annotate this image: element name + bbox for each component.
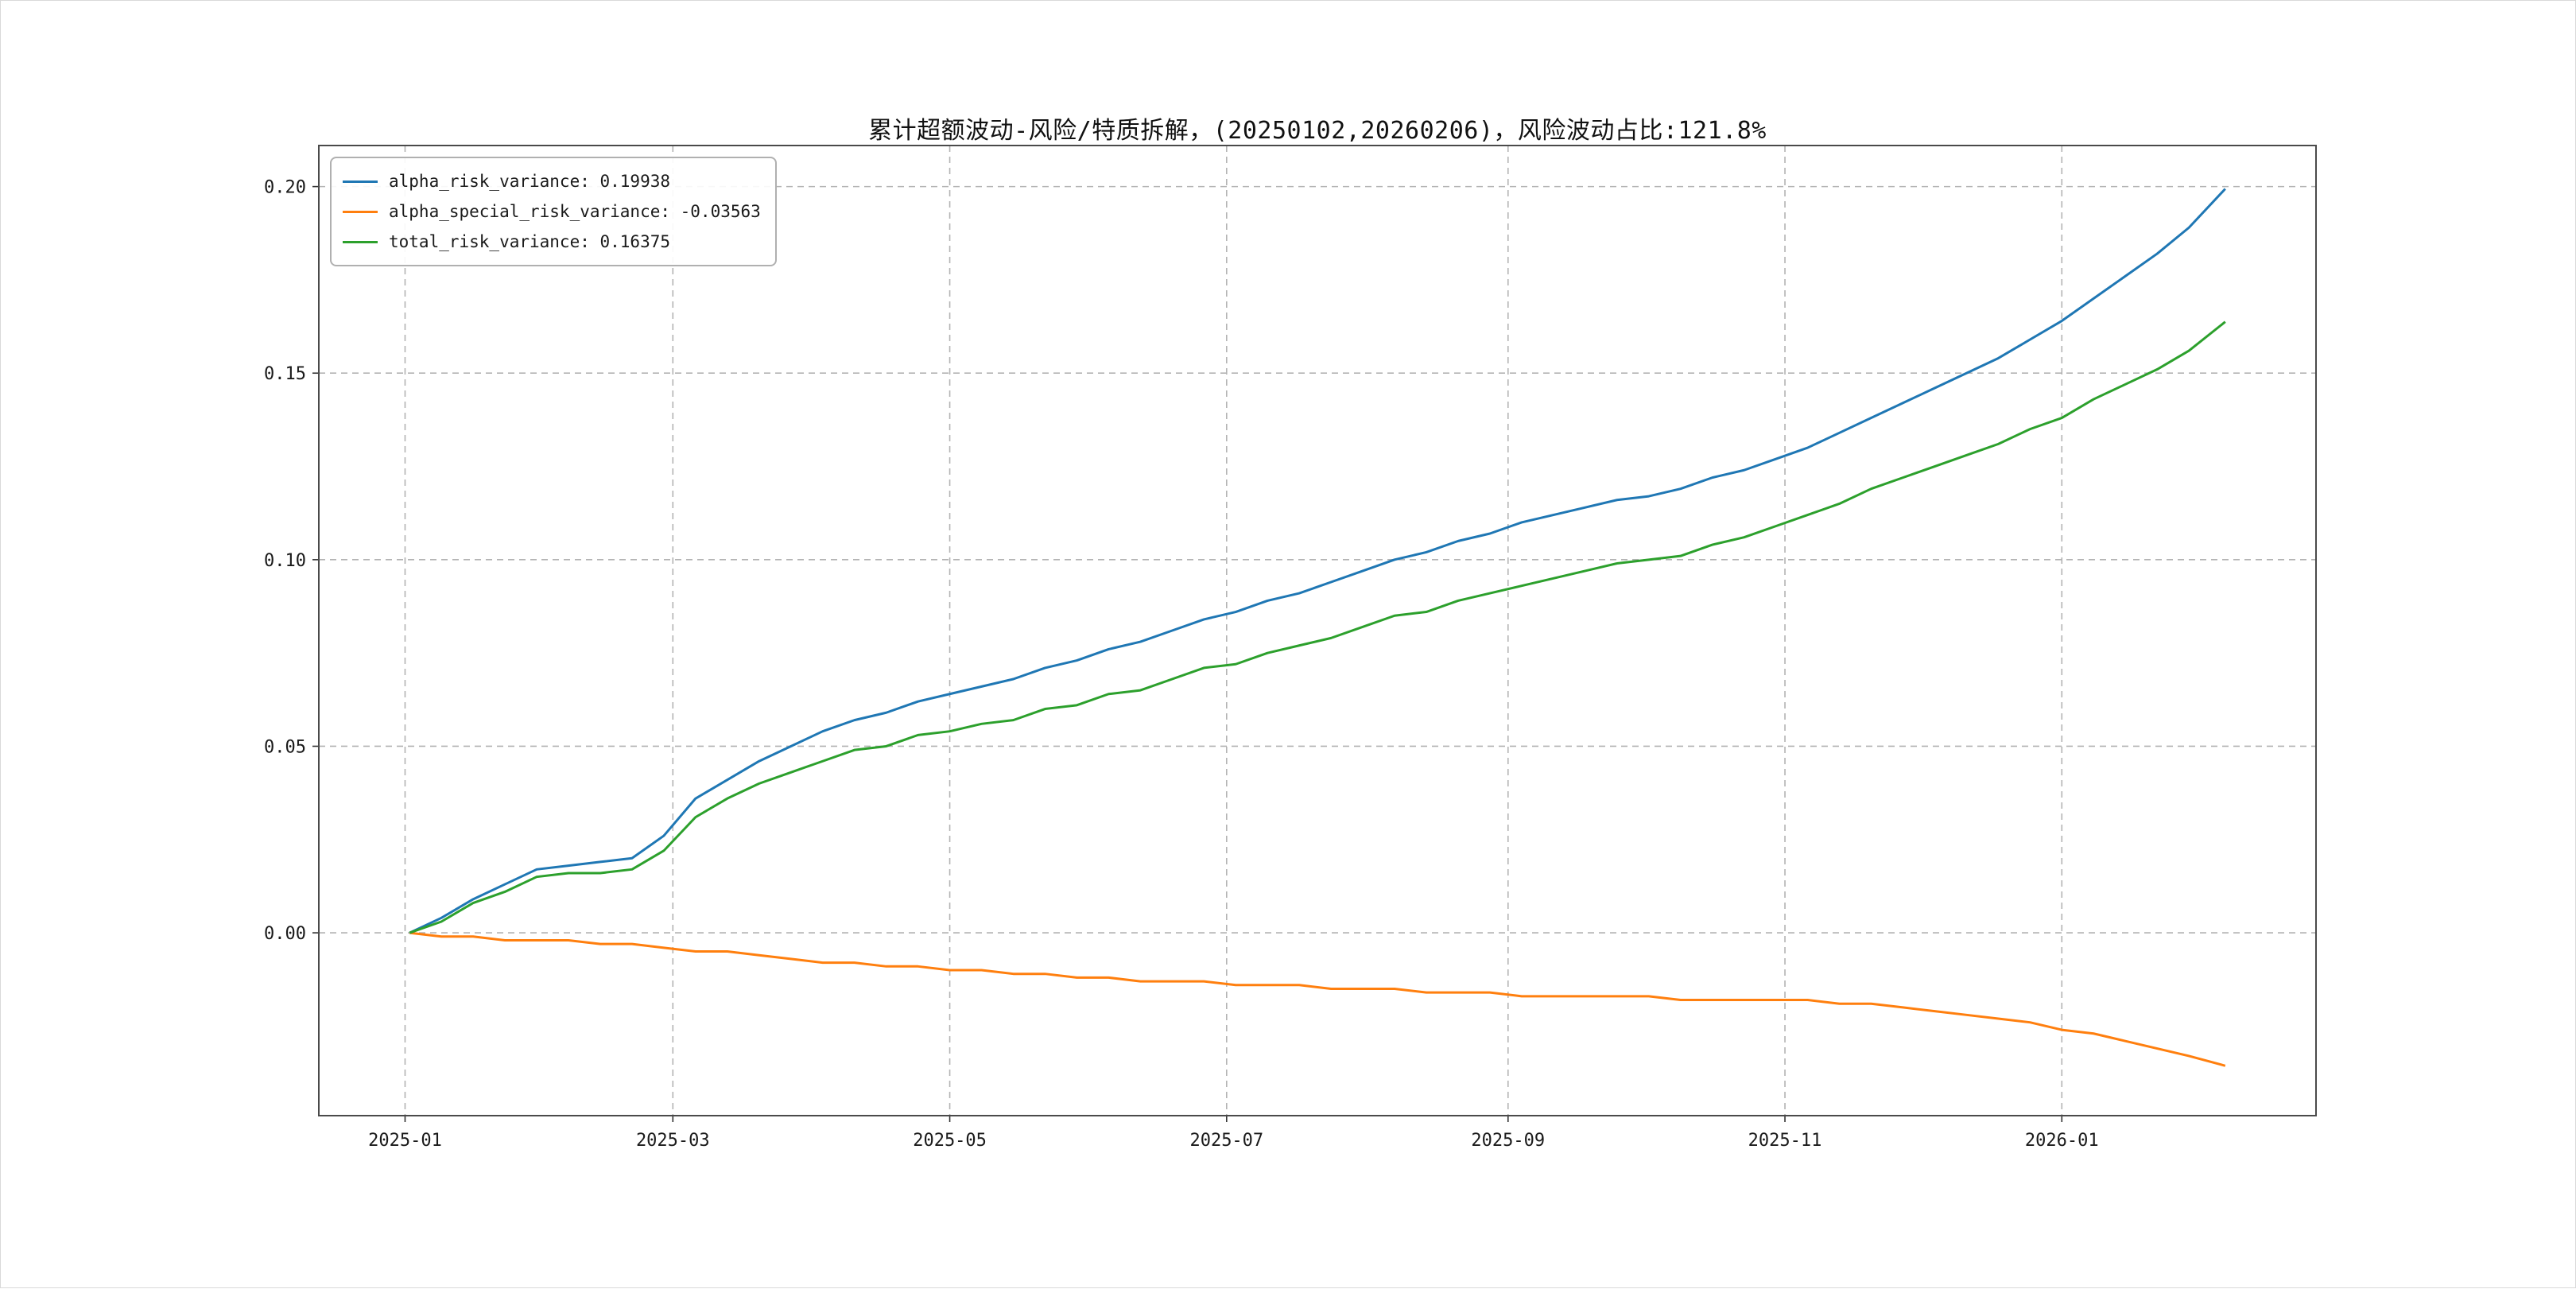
y-tick-label: 0.20	[264, 178, 306, 198]
x-tick-label: 2025-03	[636, 1131, 710, 1151]
series-line-alpha_special_risk_variance	[409, 931, 2226, 1067]
x-tick-label: 2025-05	[913, 1131, 987, 1151]
series-line-total_risk_variance	[409, 320, 2226, 934]
series-line-alpha_risk_variance	[409, 188, 2226, 934]
chart-title: 累计超额波动-风险/特质拆解，(20250102,20260206)，风险波动占…	[868, 117, 1767, 145]
y-tick-label: 0.10	[264, 551, 306, 571]
y-tick-label: 0.15	[264, 364, 306, 384]
x-tick-label: 2025-07	[1189, 1131, 1263, 1151]
legend-line-swatch-orange	[343, 210, 378, 213]
legend-entry-total-risk-variance: total_risk_variance: 0.16375	[343, 227, 761, 257]
x-tick-label: 2025-01	[368, 1131, 442, 1151]
x-tick-label: 2026-01	[2025, 1131, 2099, 1151]
x-tick-label: 2025-09	[1471, 1131, 1545, 1151]
legend-entry-alpha-special-risk-variance: alpha_special_risk_variance: -0.03563	[343, 196, 761, 227]
y-tick-label: 0.00	[264, 924, 306, 944]
axes-frame	[318, 145, 2317, 1116]
legend: alpha_risk_variance: 0.19938 alpha_speci…	[330, 157, 777, 266]
legend-line-swatch-green	[343, 240, 378, 243]
legend-entry-alpha-risk-variance: alpha_risk_variance: 0.19938	[343, 166, 761, 196]
legend-line-swatch-blue	[343, 180, 378, 183]
x-tick-label: 2025-11	[1748, 1131, 1822, 1151]
legend-label: alpha_risk_variance: 0.19938	[389, 172, 671, 191]
legend-label: alpha_special_risk_variance: -0.03563	[389, 202, 761, 221]
legend-label: total_risk_variance: 0.16375	[389, 232, 671, 251]
y-tick-label: 0.05	[264, 737, 306, 757]
